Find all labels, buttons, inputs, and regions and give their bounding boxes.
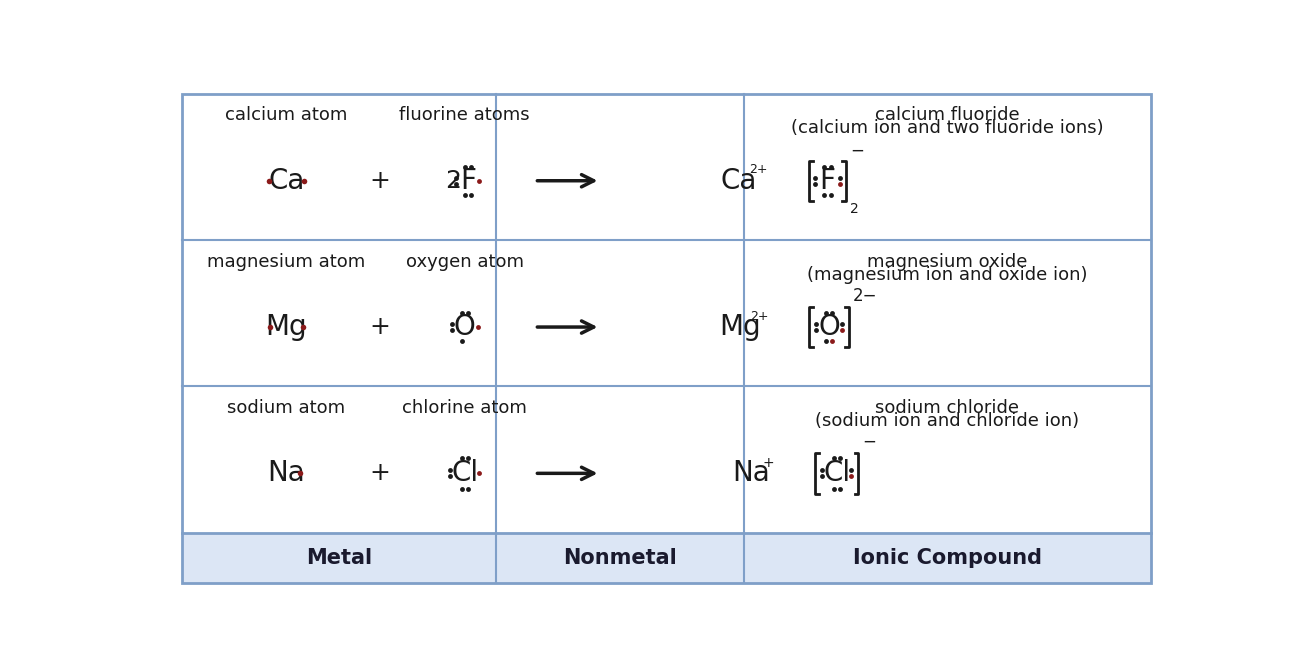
Text: Na: Na (733, 460, 771, 487)
Text: sodium atom: sodium atom (227, 399, 346, 417)
Text: +: + (369, 315, 390, 339)
Text: +: + (369, 462, 390, 485)
Text: Ionic Compound: Ionic Compound (853, 548, 1041, 568)
Bar (182, 533, 1150, 583)
Text: calcium fluoride: calcium fluoride (875, 106, 1019, 124)
Text: 2+: 2+ (749, 163, 768, 177)
Text: Cl: Cl (823, 460, 850, 487)
Text: 2+: 2+ (750, 310, 768, 323)
Text: oxygen atom: oxygen atom (406, 253, 524, 271)
Text: (calcium ion and two fluoride ions): (calcium ion and two fluoride ions) (790, 120, 1104, 137)
Text: Na: Na (268, 460, 306, 487)
Text: −: − (850, 141, 863, 159)
Text: Cl: Cl (451, 460, 478, 487)
Text: Nonmetal: Nonmetal (563, 548, 676, 568)
Text: Mg: Mg (719, 313, 760, 341)
Text: fluorine atoms: fluorine atoms (399, 106, 530, 124)
Text: Ca: Ca (268, 167, 304, 195)
Text: sodium chloride: sodium chloride (875, 399, 1019, 417)
Text: F: F (819, 167, 836, 195)
Text: (sodium ion and chloride ion): (sodium ion and chloride ion) (815, 412, 1079, 430)
Text: −: − (862, 433, 876, 451)
Text: Mg: Mg (265, 313, 307, 341)
Text: +: + (763, 456, 775, 470)
Text: 2−: 2− (853, 288, 878, 306)
Text: magnesium oxide: magnesium oxide (867, 253, 1027, 271)
Text: F: F (460, 167, 476, 195)
Text: O: O (454, 313, 476, 341)
Text: 2: 2 (850, 202, 859, 216)
Text: O: O (818, 313, 840, 341)
Text: calcium atom: calcium atom (225, 106, 347, 124)
Text: +: + (369, 169, 390, 193)
Text: Ca: Ca (720, 167, 757, 195)
Text: Metal: Metal (306, 548, 372, 568)
Text: magnesium atom: magnesium atom (208, 253, 365, 271)
Text: 2: 2 (445, 169, 461, 193)
Text: (magnesium ion and oxide ion): (magnesium ion and oxide ion) (807, 265, 1087, 284)
Text: chlorine atom: chlorine atom (402, 399, 528, 417)
